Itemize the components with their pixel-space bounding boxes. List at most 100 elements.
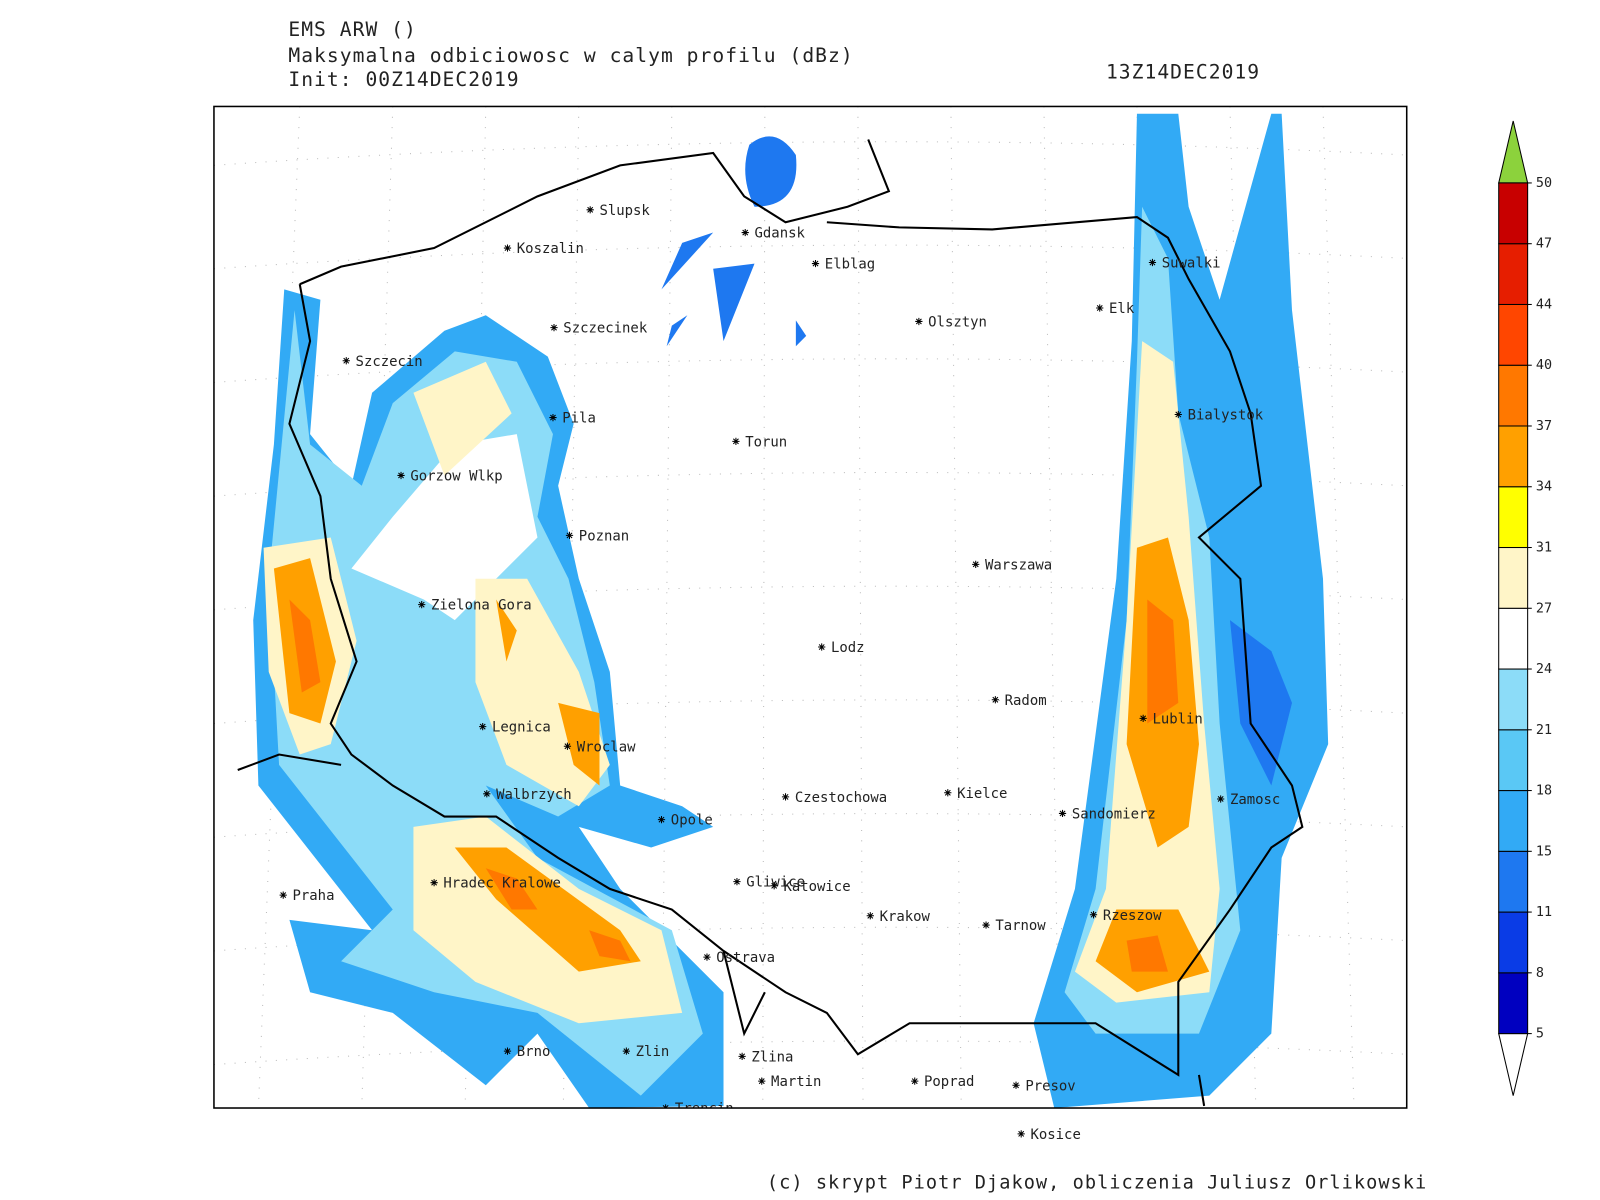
colorbar-label: 31 <box>1536 541 1552 556</box>
colorbar-band <box>1498 243 1529 305</box>
city-label: Zielona Gora <box>431 598 532 614</box>
colorbar-band <box>1498 607 1529 670</box>
city-marker <box>565 531 574 540</box>
city-marker <box>1148 258 1157 267</box>
city-marker <box>741 228 749 237</box>
city-marker <box>982 921 990 929</box>
city-label: Gorzow Wlkp <box>410 468 502 484</box>
city-marker <box>818 643 826 651</box>
city-label: Szczecin <box>356 354 423 370</box>
colorbar-under <box>1498 1033 1529 1096</box>
city-marker <box>342 357 350 365</box>
colorbar-band <box>1498 668 1529 731</box>
city-marker <box>503 244 512 252</box>
city-label: Slupsk <box>599 203 650 219</box>
city-marker <box>738 1052 746 1060</box>
colorbar-band <box>1498 364 1529 427</box>
city-label: Wroclaw <box>577 739 636 755</box>
colorbar-band <box>1498 972 1529 1035</box>
colorbar-band <box>1498 911 1529 974</box>
init-time: Init: 00Z14DEC2019 <box>288 68 519 91</box>
city-label: Zlin <box>636 1044 670 1060</box>
city-label: Olsztyn <box>928 314 987 330</box>
city-label: Zlina <box>751 1049 793 1065</box>
city-marker <box>703 953 711 961</box>
colorbar-label: 37 <box>1536 419 1552 434</box>
colorbar-over <box>1498 120 1529 184</box>
city-marker <box>586 206 594 214</box>
city-label: Warszawa <box>985 557 1052 573</box>
city-label: Presov <box>1025 1078 1075 1094</box>
map-frame <box>213 105 1408 1109</box>
city-marker <box>1058 809 1067 818</box>
colorbar-band <box>1498 182 1529 245</box>
city-label: Praha <box>293 888 335 904</box>
city-label: Tarnow <box>995 918 1046 934</box>
city-marker <box>915 317 923 326</box>
city-label: Ostrava <box>716 950 775 966</box>
city-label: Zamosc <box>1230 792 1280 808</box>
city-label: Elk <box>1109 301 1135 317</box>
colorbar-label: 8 <box>1536 966 1544 981</box>
valid-time: 13Z14DEC2019 <box>1106 61 1260 84</box>
city-label: Gdansk <box>755 226 806 242</box>
city-marker <box>418 601 426 609</box>
city-label: Martin <box>771 1074 821 1090</box>
city-label: Kosice <box>1030 1127 1080 1143</box>
city-marker <box>732 437 740 445</box>
city-label: Czestochowa <box>795 790 887 806</box>
colorbar-band <box>1498 303 1529 366</box>
colorbar-label: 24 <box>1536 662 1552 677</box>
city-marker <box>1217 795 1225 803</box>
colorbar-label: 5 <box>1536 1027 1544 1042</box>
city-label: Trencin <box>675 1101 734 1117</box>
colorbar-label: 44 <box>1536 297 1552 312</box>
reflectivity <box>253 113 1329 1109</box>
colorbar-band <box>1498 850 1529 913</box>
map: Slupsk Koszalin Gdansk Elblag Suwalki Elk Olsz… <box>213 106 1407 1117</box>
city-label: Lodz <box>831 640 865 656</box>
colorbar-band <box>1498 790 1529 852</box>
colorbar-band <box>1498 729 1529 792</box>
colorbar-label: 18 <box>1536 784 1552 799</box>
city-label: Suwalki <box>1162 256 1221 272</box>
city-marker <box>991 696 999 704</box>
city-marker <box>279 891 287 899</box>
colorbar-label: 27 <box>1536 601 1552 616</box>
city-label: Pila <box>562 411 596 427</box>
colorbar-label: 21 <box>1536 723 1552 738</box>
city-label: Koszalin <box>517 241 584 257</box>
city-marker <box>972 560 980 568</box>
city-label: Rzeszow <box>1103 908 1162 924</box>
city-marker <box>944 789 952 797</box>
city-marker <box>733 878 741 886</box>
city-marker <box>781 793 790 801</box>
city-label: Poznan <box>579 528 629 544</box>
city-label: Katowice <box>783 879 850 895</box>
city-label: Gliwice <box>746 875 805 891</box>
city-marker <box>770 882 778 890</box>
city-marker <box>549 413 557 422</box>
city-marker <box>866 912 874 920</box>
city-label: Szczecinek <box>563 321 648 337</box>
model-title: EMS ARW () <box>288 18 416 41</box>
city-marker <box>1139 714 1147 722</box>
city-marker <box>397 471 405 480</box>
colorbar-label: 11 <box>1536 905 1552 920</box>
city-label: Walbrzych <box>496 787 572 803</box>
city-label: Lublin <box>1152 711 1202 727</box>
city-marker <box>503 1047 512 1055</box>
city-label: Legnica <box>492 720 551 736</box>
colorbar-label: 15 <box>1536 844 1552 859</box>
city-marker <box>1089 911 1098 919</box>
city-label: Radom <box>1005 693 1047 709</box>
city-label: Opole <box>671 813 713 829</box>
colorbar-label: 47 <box>1536 237 1552 252</box>
city-label: Krakow <box>880 909 931 925</box>
colorbar-label: 34 <box>1536 480 1552 495</box>
city-marker <box>911 1077 919 1085</box>
city-label: Kielce <box>957 786 1007 802</box>
credit: (c) skrypt Piotr Djakow, obliczenia Juli… <box>767 1173 1427 1194</box>
city-marker <box>483 790 491 798</box>
colorbar-band <box>1498 425 1529 488</box>
